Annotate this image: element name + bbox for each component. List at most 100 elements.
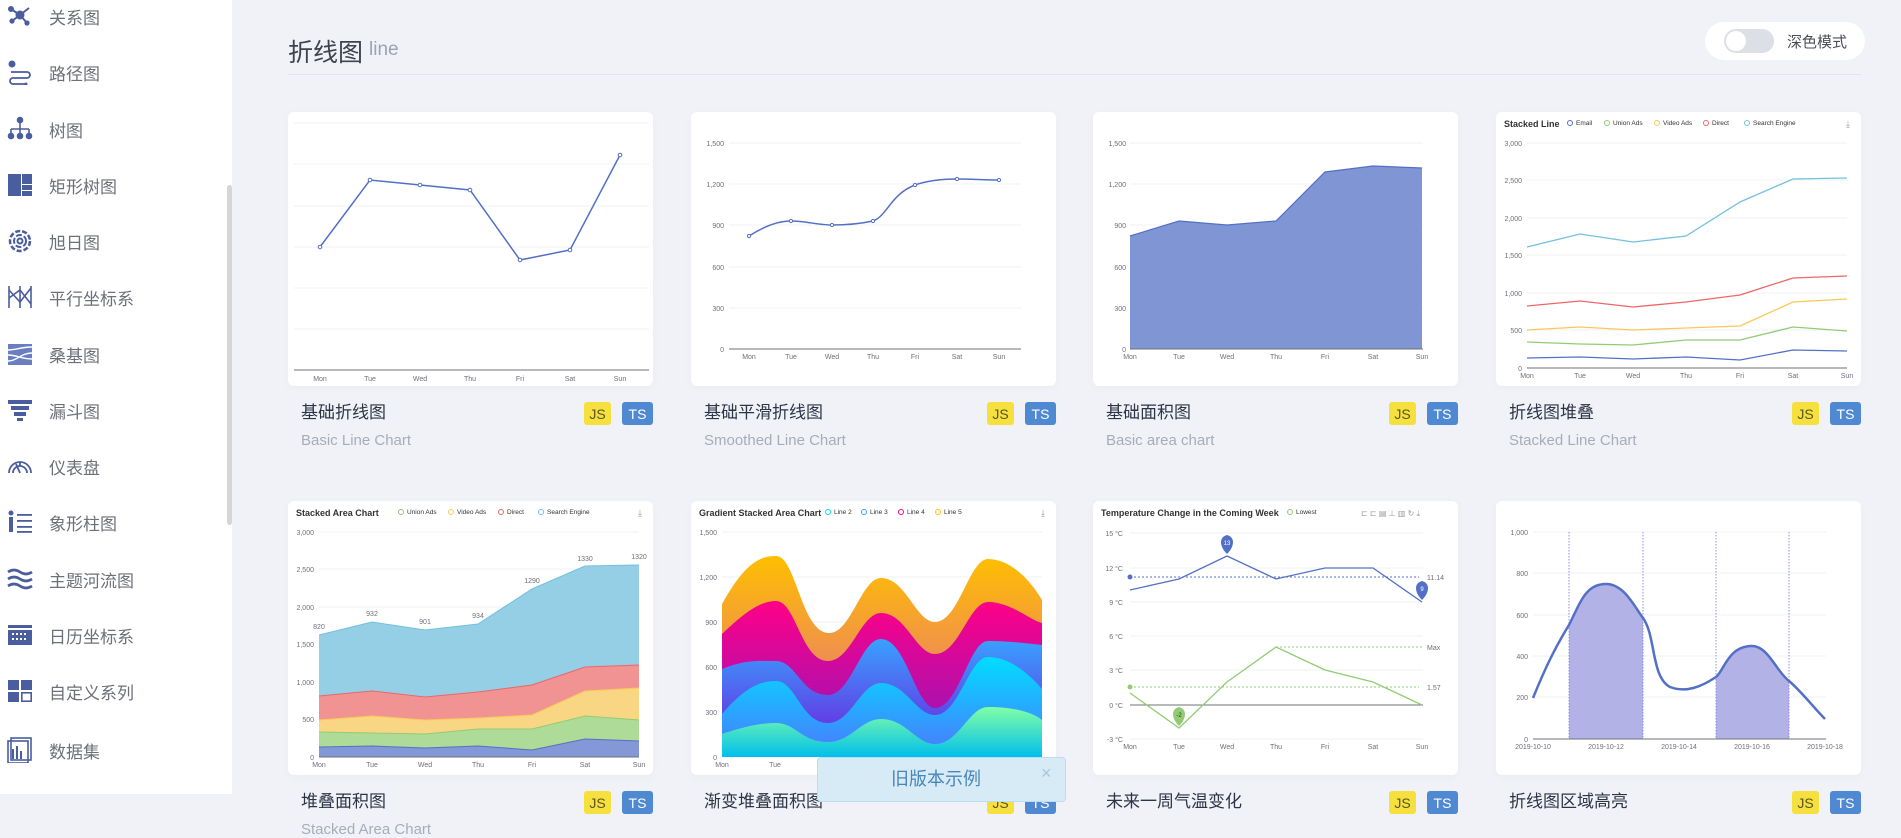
svg-text:-2: -2 bbox=[1176, 713, 1182, 719]
svg-text:Mon: Mon bbox=[313, 376, 327, 383]
card-title[interactable]: 未来一周气温变化 bbox=[1106, 792, 1242, 812]
svg-text:1330: 1330 bbox=[577, 556, 593, 563]
sidebar-item-parallel[interactable]: 平行坐标系 bbox=[0, 277, 226, 317]
dark-mode-toggle[interactable]: 深色模式 bbox=[1705, 22, 1865, 60]
sidebar-scrollbar[interactable] bbox=[227, 185, 232, 525]
ts-badge[interactable]: TS bbox=[1830, 791, 1861, 814]
svg-text:Tue: Tue bbox=[1173, 744, 1185, 751]
chart-thumbnail[interactable]: 0 200 400 600 800 1,000 2019-10-10 2019-10-12 2… bbox=[1496, 501, 1861, 775]
card-title[interactable]: 折线图堆叠 bbox=[1509, 403, 1594, 423]
chart-thumbnail[interactable]: 0 300 600 900 1,200 1,500 Mon Tue Wed Thu Fri Sat S… bbox=[691, 112, 1056, 386]
chart-thumbnail[interactable]: Mon Tue Wed Thu Fri Sat Sun bbox=[288, 112, 653, 386]
js-badge[interactable]: JS bbox=[1389, 791, 1416, 814]
svg-text:Thu: Thu bbox=[1270, 744, 1282, 751]
basic-area-chart: 0 300 600 900 1,200 1,500 Mon Tue Wed Thu Fri Sat S… bbox=[1108, 141, 1429, 361]
svg-text:0: 0 bbox=[310, 755, 314, 762]
close-icon[interactable]: × bbox=[1041, 763, 1052, 783]
sidebar-item-treemap[interactable]: 矩形树图 bbox=[0, 165, 226, 205]
js-badge[interactable]: JS bbox=[987, 402, 1014, 425]
svg-text:Sun: Sun bbox=[1416, 354, 1429, 361]
sankey-icon bbox=[7, 341, 33, 367]
svg-text:Sun: Sun bbox=[614, 376, 627, 383]
ts-badge[interactable]: TS bbox=[622, 791, 653, 814]
chart-thumbnail[interactable]: Gradient Stacked Area Chart Line 2 Line … bbox=[691, 501, 1056, 775]
sidebar-item-dataset[interactable]: 数据集 bbox=[0, 730, 226, 770]
ts-badge[interactable]: TS bbox=[1427, 402, 1458, 425]
chart-thumbnail[interactable]: Stacked Area Chart Union Ads Video Ads D… bbox=[288, 501, 653, 775]
js-badge[interactable]: JS bbox=[1389, 402, 1416, 425]
js-badge[interactable]: JS bbox=[1792, 402, 1819, 425]
svg-text:2,000: 2,000 bbox=[296, 605, 314, 612]
svg-text:Tue: Tue bbox=[1173, 354, 1185, 361]
temperature-chart: 13 9 -2 11.14 1.57 Max Temperature Change … bbox=[1101, 508, 1444, 751]
svg-text:Wed: Wed bbox=[1626, 373, 1640, 380]
old-version-link[interactable]: 旧版本示例 bbox=[891, 769, 981, 790]
card-title[interactable]: 堆叠面积图 bbox=[301, 792, 386, 812]
svg-text:300: 300 bbox=[705, 710, 717, 717]
ts-badge[interactable]: TS bbox=[622, 402, 653, 425]
dark-mode-switch[interactable] bbox=[1724, 29, 1774, 53]
sidebar-item-funnel[interactable]: 漏斗图 bbox=[0, 390, 226, 430]
min-marker: 9 bbox=[1416, 581, 1428, 600]
download-icon[interactable]: ⤓ bbox=[1041, 508, 1045, 518]
svg-text:0: 0 bbox=[1524, 737, 1528, 744]
chart-thumbnail[interactable]: Stacked Line Email Union Ads Video Ads D… bbox=[1496, 112, 1861, 386]
svg-text:0: 0 bbox=[1518, 366, 1522, 373]
dark-mode-label: 深色模式 bbox=[1787, 32, 1848, 51]
example-card-temperature-week[interactable]: 13 9 -2 11.14 1.57 Max Temperature Change … bbox=[1093, 501, 1458, 814]
card-title[interactable]: 渐变堆叠面积图 bbox=[704, 792, 823, 812]
download-icon[interactable]: ⤓ bbox=[1846, 119, 1850, 129]
example-card-basic-line[interactable]: Mon Tue Wed Thu Fri Sat Sun 基础折线图 Basic Line C… bbox=[288, 112, 653, 449]
download-icon[interactable]: ⤓ bbox=[638, 508, 642, 518]
chart-thumbnail[interactable]: 0 300 600 900 1,200 1,500 Mon Tue Wed Thu Fri Sat S… bbox=[1093, 112, 1458, 386]
svg-text:15 °C: 15 °C bbox=[1105, 530, 1123, 538]
sidebar-item-calendar[interactable]: 日历坐标系 bbox=[0, 615, 226, 655]
themeriver-icon bbox=[7, 566, 33, 592]
sidebar-item-lines[interactable]: 路径图 bbox=[0, 52, 226, 92]
svg-text:2019-10-16: 2019-10-16 bbox=[1734, 744, 1770, 751]
svg-text:600: 600 bbox=[712, 265, 724, 272]
svg-text:Stacked Line: Stacked Line bbox=[1504, 119, 1560, 129]
card-title[interactable]: 基础平滑折线图 bbox=[704, 403, 823, 423]
ts-badge[interactable]: TS bbox=[1830, 402, 1861, 425]
sidebar-item-gauge[interactable]: 仪表盘 bbox=[0, 446, 226, 486]
header-divider bbox=[288, 74, 1861, 75]
svg-text:1,000: 1,000 bbox=[296, 680, 314, 687]
svg-text:2019-10-12: 2019-10-12 bbox=[1588, 744, 1624, 751]
example-card-area-pieces[interactable]: 0 200 400 600 800 1,000 2019-10-10 2019-10-12 2… bbox=[1496, 501, 1861, 814]
ts-badge[interactable]: TS bbox=[1025, 402, 1056, 425]
old-version-popup[interactable]: 旧版本示例 × bbox=[817, 757, 1066, 802]
sidebar-item-custom[interactable]: 自定义系列 bbox=[0, 671, 226, 711]
svg-text:901: 901 bbox=[419, 619, 431, 626]
example-card-stacked-area[interactable]: Stacked Area Chart Union Ads Video Ads D… bbox=[288, 501, 653, 838]
svg-text:Wed: Wed bbox=[1220, 354, 1234, 361]
svg-text:Video Ads: Video Ads bbox=[457, 509, 487, 516]
card-title[interactable]: 基础折线图 bbox=[301, 403, 386, 423]
svg-text:934: 934 bbox=[472, 613, 484, 620]
js-badge[interactable]: JS bbox=[584, 791, 611, 814]
svg-text:Stacked Area Chart: Stacked Area Chart bbox=[296, 508, 379, 518]
example-card-gradient-stacked-area[interactable]: Gradient Stacked Area Chart Line 2 Line … bbox=[691, 501, 1056, 814]
card-title[interactable]: 基础面积图 bbox=[1106, 403, 1191, 423]
chart-toolbox[interactable]: ⊏ ⊏ ▤ ⊥ ▥ ↻ ⤓ bbox=[1361, 509, 1421, 518]
sidebar-item-pictorialbar[interactable]: 象形柱图 bbox=[0, 502, 226, 542]
svg-text:Fri: Fri bbox=[911, 354, 920, 361]
sidebar-item-sunburst[interactable]: 旭日图 bbox=[0, 221, 226, 261]
sidebar-item-themeriver[interactable]: 主题河流图 bbox=[0, 559, 226, 599]
custom-icon bbox=[7, 678, 33, 704]
svg-text:Mon: Mon bbox=[742, 354, 756, 361]
js-badge[interactable]: JS bbox=[584, 402, 611, 425]
ts-badge[interactable]: TS bbox=[1427, 791, 1458, 814]
example-card-smoothed-line[interactable]: 0 300 600 900 1,200 1,500 Mon Tue Wed Thu Fri Sat S… bbox=[691, 112, 1056, 449]
js-badge[interactable]: JS bbox=[1792, 791, 1819, 814]
sidebar-item-graph[interactable]: 关系图 bbox=[0, 0, 226, 36]
svg-text:900: 900 bbox=[1114, 223, 1126, 230]
example-card-basic-area[interactable]: 0 300 600 900 1,200 1,500 Mon Tue Wed Thu Fri Sat S… bbox=[1093, 112, 1458, 449]
card-title[interactable]: 折线图区域高亮 bbox=[1509, 792, 1628, 812]
example-card-stacked-line[interactable]: Stacked Line Email Union Ads Video Ads D… bbox=[1496, 112, 1861, 449]
sidebar-item-sankey[interactable]: 桑基图 bbox=[0, 334, 226, 374]
card-subtitle: Stacked Area Chart bbox=[301, 821, 432, 838]
chart-thumbnail[interactable]: 13 9 -2 11.14 1.57 Max Temperature Change … bbox=[1093, 501, 1458, 775]
sidebar-item-tree[interactable]: 树图 bbox=[0, 109, 226, 149]
svg-text:900: 900 bbox=[705, 620, 717, 627]
